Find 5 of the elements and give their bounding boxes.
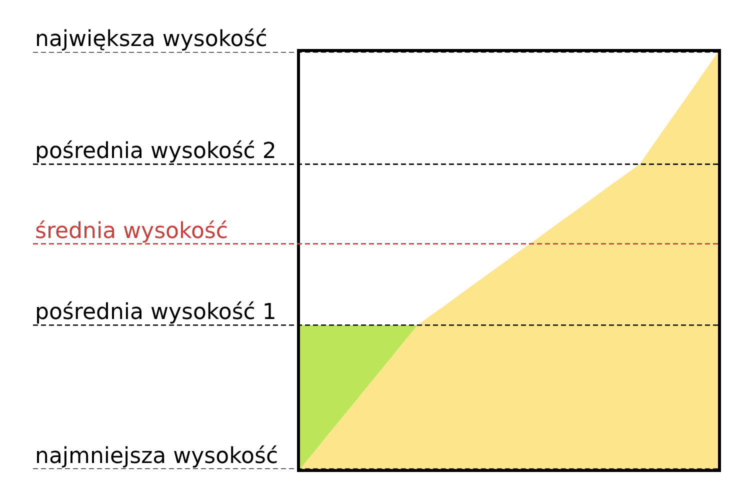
ref-line-label: najmniejsza wysokość [35,444,278,469]
ref-line-label: średnia wysokość [35,219,228,244]
ref-line-label: największa wysokość [35,27,268,52]
ref-line-label: pośrednia wysokość 2 [35,139,276,164]
ref-line-label: pośrednia wysokość 1 [35,300,276,325]
